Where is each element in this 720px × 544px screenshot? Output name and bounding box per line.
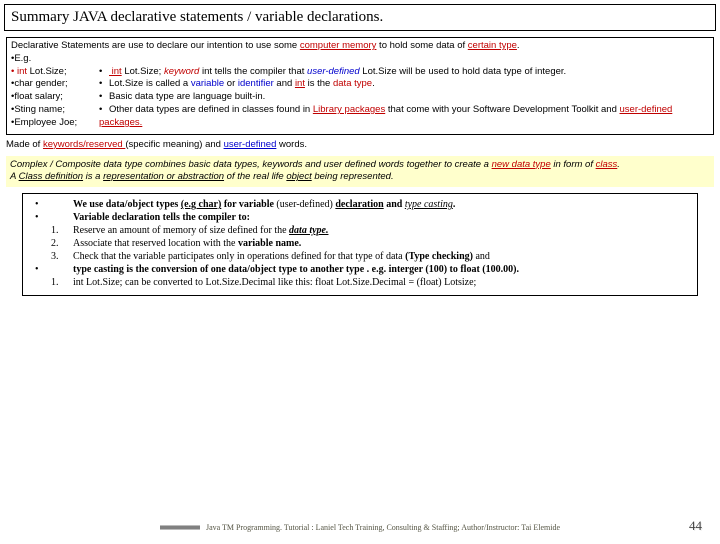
- y1a: Complex / Composite data type combines b…: [10, 159, 492, 170]
- b1-eg: (e.g char): [181, 199, 222, 210]
- slide-title: Summary JAVA declarative statements / va…: [4, 4, 716, 31]
- r2b: or: [224, 78, 238, 89]
- declarative-box: Declarative Statements are use to declar…: [6, 37, 714, 135]
- made-of-line: Made of keywords/reserved (specific mean…: [6, 139, 714, 152]
- n1a: Reserve an amount of memory of size defi…: [73, 225, 289, 236]
- made-kw: keywords/reserved: [43, 139, 125, 150]
- r2d: is the: [305, 78, 333, 89]
- l4: •Sting name;: [11, 104, 99, 117]
- yellow-block: Complex / Composite data type combines b…: [6, 156, 714, 188]
- examples-row: • int Lot.Size; •char gender; •float sal…: [11, 66, 709, 130]
- y2-obj: object: [286, 171, 311, 182]
- footer-text: Java TM Programming. Tutorial : Laniel T…: [206, 523, 560, 532]
- r4-lib: Library packages: [313, 104, 385, 115]
- made-pre: Made of: [6, 139, 43, 150]
- n2a: Associate that reserved location with th…: [73, 238, 238, 249]
- made-ud: user-defined: [224, 139, 277, 150]
- y1-class: class: [596, 159, 618, 170]
- l5: •Employee Joe;: [11, 117, 99, 130]
- r2-id: identifier: [238, 78, 274, 89]
- b3n1: int Lot.Size; can be converted to Lot.Si…: [61, 276, 689, 289]
- examples-right: • int Lot.Size; keyword int tells the co…: [99, 66, 709, 130]
- made-end: words.: [276, 139, 307, 150]
- n3a: Check that the variable participates onl…: [73, 251, 405, 262]
- r2c: and: [274, 78, 295, 89]
- b3a: type casting is the conversion of one da…: [61, 263, 689, 276]
- y1-dot: .: [617, 159, 620, 170]
- r4b: that come with your Software Development…: [385, 104, 619, 115]
- r1-ud: user-defined: [307, 66, 360, 77]
- r4a: Other data types are defined in classes …: [109, 104, 313, 115]
- examples-left: • int Lot.Size; •char gender; •float sal…: [11, 66, 99, 130]
- y2c: of the real life: [224, 171, 286, 182]
- l2: •char gender;: [11, 78, 99, 91]
- intro-mid: to hold some data of: [376, 40, 467, 51]
- y1b: in form of: [551, 159, 596, 170]
- n3-tc: (Type checking): [405, 251, 473, 262]
- intro-line: Declarative Statements are use to declar…: [11, 40, 709, 53]
- y2a: A: [10, 171, 19, 182]
- r2-var: variable: [191, 78, 224, 89]
- r3: Basic data type are language built-in.: [109, 91, 265, 102]
- y2-rep: representation or abstraction: [103, 171, 224, 182]
- r1-mid1: int tells the compiler that: [199, 66, 307, 77]
- r1-mid2: Lot.Size will be used to hold data type …: [360, 66, 567, 77]
- r1-kw: keyword: [164, 66, 199, 77]
- intro-type: certain type: [468, 40, 517, 51]
- b1d: and: [384, 199, 405, 210]
- r1-int: int: [109, 66, 122, 77]
- l1b: Lot.Size;: [27, 66, 67, 77]
- intro-mem: computer memory: [300, 40, 377, 51]
- intro-pre: Declarative Statements are use to declar…: [11, 40, 300, 51]
- l1a: • int: [11, 66, 27, 77]
- r2-dt: data type: [333, 78, 372, 89]
- n3b: and: [473, 251, 490, 262]
- y2d: being represented.: [312, 171, 394, 182]
- r1-ls: Lot.Size;: [122, 66, 164, 77]
- n1-dt: data type.: [289, 225, 328, 236]
- y2b: is a: [83, 171, 103, 182]
- y1-ndt: new data type: [492, 159, 551, 170]
- made-mid: (specific meaning) and: [125, 139, 223, 150]
- eg-line: •E.g.: [11, 53, 709, 66]
- l3: •float salary;: [11, 91, 99, 104]
- b2: Variable declaration tells the compiler …: [61, 211, 689, 224]
- b1-ud: (user-defined): [276, 199, 332, 210]
- r2a: Lot.Size is called a: [109, 78, 191, 89]
- b1a: We use data/object types: [73, 199, 181, 210]
- b1b: for variable: [221, 199, 276, 210]
- n2-vn: variable name.: [238, 238, 301, 249]
- footer-decoration: [160, 526, 200, 529]
- r2-int: int: [295, 78, 305, 89]
- intro-dot: .: [517, 40, 520, 51]
- page-number: 44: [689, 518, 702, 534]
- footer: Java TM Programming. Tutorial : Laniel T…: [0, 523, 720, 532]
- b1-tc: type casting: [405, 199, 453, 210]
- y2-cd: Class definition: [19, 171, 83, 182]
- usage-box: • We use data/object types (e.g char) fo…: [22, 193, 698, 296]
- b1-decl: declaration: [335, 199, 383, 210]
